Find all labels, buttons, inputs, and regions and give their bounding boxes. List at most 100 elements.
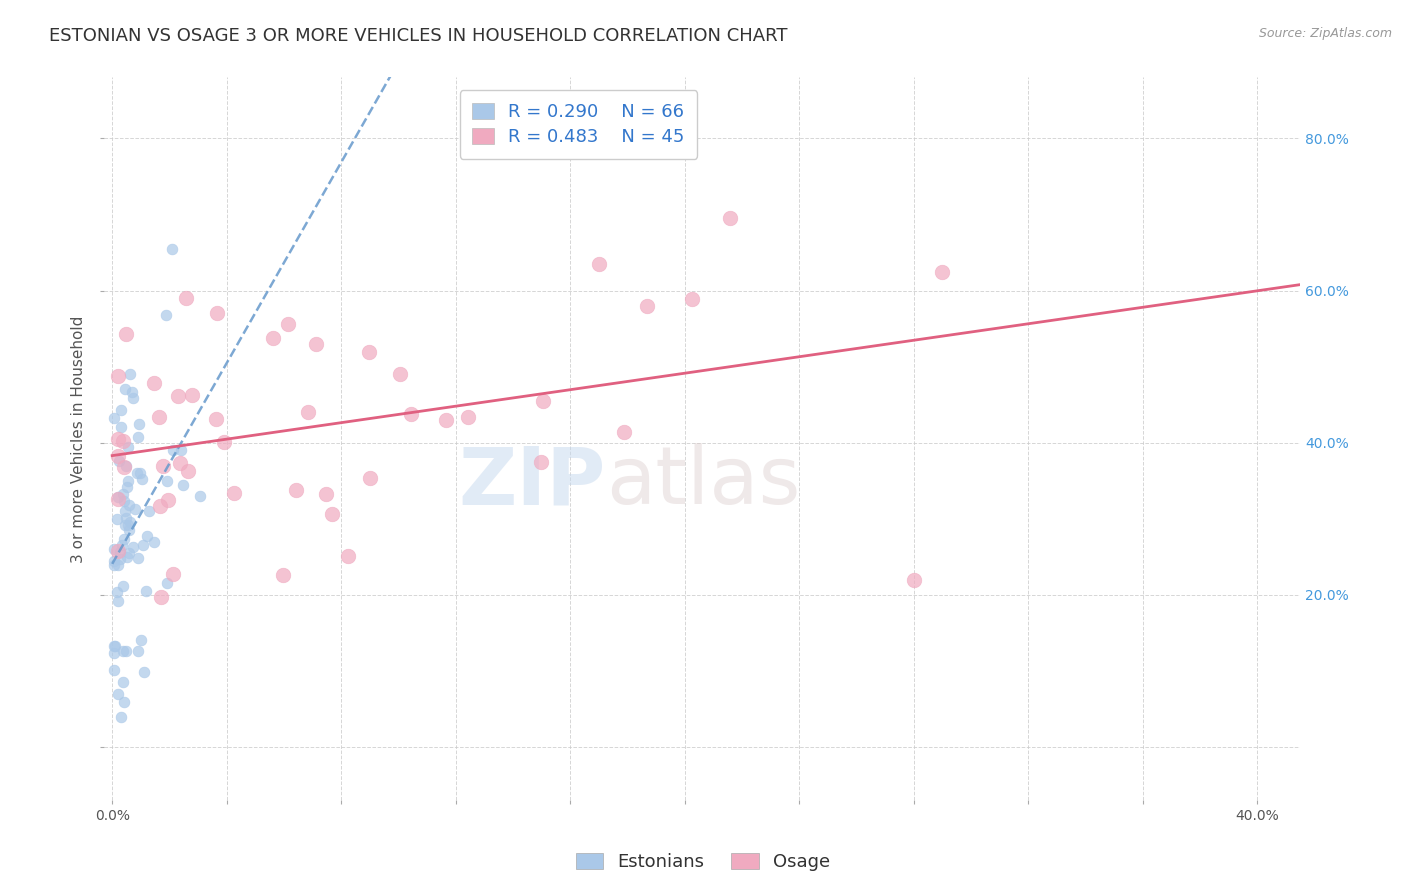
- Point: [315, 486, 337, 500]
- Point: [132, 665, 155, 680]
- Point: [114, 327, 136, 342]
- Point: [114, 383, 136, 397]
- Point: [103, 639, 125, 653]
- Point: [167, 388, 190, 402]
- Point: [111, 434, 134, 449]
- Point: [103, 558, 125, 572]
- Text: ESTONIAN VS OSAGE 3 OR MORE VEHICLES IN HOUSEHOLD CORRELATION CHART: ESTONIAN VS OSAGE 3 OR MORE VEHICLES IN …: [49, 27, 787, 45]
- Point: [135, 584, 157, 599]
- Point: [115, 644, 138, 658]
- Point: [177, 464, 200, 478]
- Point: [107, 368, 129, 383]
- Point: [681, 292, 703, 306]
- Point: [127, 430, 149, 444]
- Point: [277, 317, 299, 331]
- Point: [115, 549, 138, 564]
- Point: [128, 417, 150, 431]
- Point: [613, 425, 636, 439]
- Point: [111, 579, 134, 593]
- Point: [531, 393, 554, 408]
- Point: [118, 523, 141, 537]
- Point: [718, 211, 741, 225]
- Point: [104, 639, 127, 653]
- Point: [114, 504, 136, 518]
- Point: [263, 331, 285, 345]
- Point: [357, 345, 380, 359]
- Point: [103, 411, 125, 425]
- Point: [156, 492, 179, 507]
- Y-axis label: 3 or more Vehicles in Household: 3 or more Vehicles in Household: [72, 315, 86, 563]
- Point: [107, 584, 129, 599]
- Point: [132, 538, 155, 552]
- Point: [111, 538, 134, 552]
- Point: [107, 558, 129, 572]
- Point: [110, 402, 132, 417]
- Point: [457, 410, 479, 425]
- Point: [107, 492, 129, 507]
- Point: [170, 442, 193, 457]
- Point: [155, 308, 177, 322]
- Point: [114, 518, 136, 533]
- Point: [117, 440, 139, 454]
- Point: [103, 554, 125, 568]
- Point: [336, 549, 359, 563]
- Point: [108, 552, 131, 566]
- Point: [115, 480, 138, 494]
- Point: [169, 456, 191, 470]
- Point: [125, 466, 148, 480]
- Point: [112, 694, 135, 708]
- Point: [931, 264, 953, 278]
- Point: [118, 546, 141, 560]
- Point: [107, 490, 129, 504]
- Point: [135, 529, 157, 543]
- Point: [149, 591, 172, 605]
- Point: [149, 499, 172, 513]
- Point: [399, 407, 422, 421]
- Point: [588, 257, 610, 271]
- Point: [152, 458, 174, 473]
- Point: [112, 494, 135, 508]
- Point: [112, 487, 135, 501]
- Point: [903, 573, 925, 587]
- Point: [127, 644, 149, 658]
- Point: [124, 501, 146, 516]
- Point: [107, 432, 129, 446]
- Point: [156, 576, 179, 591]
- Point: [388, 367, 411, 381]
- Point: [103, 646, 125, 660]
- Point: [129, 466, 152, 480]
- Point: [121, 384, 143, 399]
- Legend: Estonians, Osage: Estonians, Osage: [568, 846, 838, 879]
- Point: [321, 508, 343, 522]
- Point: [162, 242, 184, 256]
- Point: [297, 405, 319, 419]
- Point: [103, 542, 125, 557]
- Point: [172, 477, 194, 491]
- Point: [120, 367, 142, 381]
- Point: [115, 511, 138, 525]
- Point: [636, 299, 658, 313]
- Legend: R = 0.290    N = 66, R = 0.483    N = 45: R = 0.290 N = 66, R = 0.483 N = 45: [460, 90, 697, 159]
- Point: [148, 409, 170, 424]
- Point: [111, 644, 134, 658]
- Point: [142, 534, 165, 549]
- Point: [127, 551, 149, 566]
- Point: [188, 489, 211, 503]
- Point: [107, 449, 129, 463]
- Point: [305, 337, 328, 351]
- Point: [107, 594, 129, 608]
- Point: [129, 633, 152, 648]
- Point: [530, 455, 553, 469]
- Point: [271, 568, 294, 582]
- Point: [224, 486, 246, 500]
- Point: [117, 517, 139, 532]
- Text: ZIP: ZIP: [458, 443, 606, 521]
- Point: [138, 504, 160, 518]
- Point: [110, 710, 132, 724]
- Text: atlas: atlas: [606, 443, 800, 521]
- Point: [112, 460, 135, 475]
- Point: [131, 472, 153, 486]
- Point: [103, 663, 125, 677]
- Point: [118, 516, 141, 530]
- Text: Source: ZipAtlas.com: Source: ZipAtlas.com: [1258, 27, 1392, 40]
